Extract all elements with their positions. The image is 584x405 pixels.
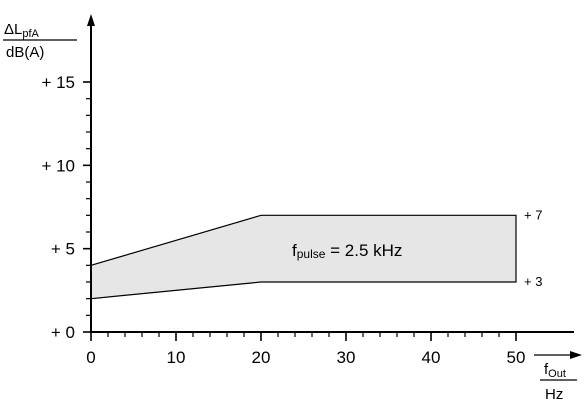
x-tick-label: 10	[167, 348, 186, 367]
x-tick-label: 30	[337, 348, 356, 367]
band-upper-end-label: + 7	[524, 207, 542, 222]
y-axis-arrow	[87, 14, 95, 26]
y-tick-label: + 10	[41, 156, 75, 175]
x-axis-ticks: 0 10 20 30 40 50	[86, 332, 525, 367]
y-axis-label: ΔLpfA	[4, 21, 40, 40]
x-axis-label: fOut	[544, 361, 566, 380]
x-tick-label: 40	[422, 348, 441, 367]
y-tick-label: + 0	[51, 323, 75, 342]
y-tick-label: + 5	[51, 240, 75, 259]
band-lower-end-label: + 3	[524, 274, 542, 289]
x-axis-arrow	[570, 351, 582, 359]
x-tick-label: 0	[86, 348, 95, 367]
y-tick-label: + 15	[41, 73, 75, 92]
x-axis-unit: Hz	[545, 386, 563, 403]
pulse-frequency-annotation: fpulse = 2.5 kHz	[292, 241, 402, 261]
y-axis-ticks: + 0 + 5 + 10 + 15	[41, 73, 91, 342]
x-tick-label: 50	[507, 348, 526, 367]
x-tick-label: 20	[252, 348, 271, 367]
y-axis-unit: dB(A)	[6, 44, 44, 61]
